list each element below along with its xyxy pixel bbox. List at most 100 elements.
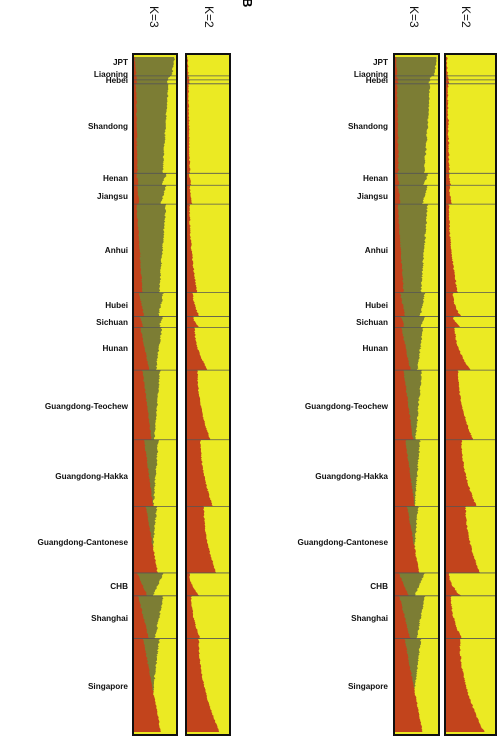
red-component-area xyxy=(134,595,150,639)
red-component-area xyxy=(134,327,150,371)
red-component-area xyxy=(134,185,140,205)
population-label: Jiangsu xyxy=(357,192,388,201)
population-label: Henan xyxy=(102,174,128,183)
red-component-area xyxy=(395,595,411,639)
red-component-area xyxy=(134,83,138,174)
red-component-area xyxy=(446,83,451,174)
red-component-area xyxy=(395,292,406,317)
olive-component-area xyxy=(395,204,429,293)
olive-component-area xyxy=(134,204,167,293)
red-component-area xyxy=(134,292,145,317)
red-component-area xyxy=(395,439,416,507)
population-label: Shanghai xyxy=(91,614,128,623)
red-component-area xyxy=(395,185,401,205)
red-component-area xyxy=(134,56,137,76)
red-component-area xyxy=(395,204,405,293)
red-component-area xyxy=(395,316,405,328)
red-component-area xyxy=(395,572,409,596)
k2-structure-column xyxy=(185,53,231,736)
population-label: Guangdong-Cantonese xyxy=(297,538,388,547)
olive-component-area xyxy=(395,75,432,80)
red-component-area xyxy=(187,506,217,573)
population-label: Anhui xyxy=(364,246,388,255)
panel-letter: B xyxy=(240,0,255,8)
red-component-area xyxy=(187,83,191,174)
red-component-area xyxy=(187,316,199,328)
red-component-area xyxy=(187,173,192,186)
red-component-area xyxy=(187,595,201,639)
red-component-area xyxy=(446,638,485,733)
panel-b: K=3 K=2 JPT Liaoning Hebei Shandong Henan Jia… xyxy=(256,0,500,742)
k3-bars xyxy=(395,56,438,733)
population-label: Shanghai xyxy=(351,614,388,623)
population-label: Hunan xyxy=(102,344,128,353)
population-label: Singapore xyxy=(347,682,388,691)
k3-label: K=3 xyxy=(147,6,161,28)
population-label: Liaoning xyxy=(93,70,128,79)
red-component-area xyxy=(187,439,214,507)
red-component-area xyxy=(395,173,400,186)
population-label: Anhui xyxy=(104,246,128,255)
red-component-area xyxy=(134,204,143,293)
olive-component-area xyxy=(134,56,176,76)
population-label: Liaoning xyxy=(353,70,388,79)
red-component-area xyxy=(134,316,144,328)
olive-component-area xyxy=(134,79,169,84)
population-label: Jiangsu xyxy=(97,192,128,201)
k3-label: K=3 xyxy=(407,6,421,28)
population-label: CHB xyxy=(370,582,388,591)
red-component-area xyxy=(134,506,158,573)
population-label: Sichuan xyxy=(356,318,388,327)
red-component-area xyxy=(446,506,481,573)
red-component-area xyxy=(446,173,452,186)
red-component-area xyxy=(187,204,198,293)
red-component-area xyxy=(187,638,220,733)
red-component-area xyxy=(446,292,462,317)
red-component-area xyxy=(187,327,208,371)
panel-a: K=3 K=2 JPT Liaoning Hebei Shandong Henan Jia… xyxy=(37,6,231,736)
red-component-area xyxy=(446,572,462,596)
red-component-area xyxy=(134,638,161,733)
olive-component-area xyxy=(395,79,431,84)
population-label: Sichuan xyxy=(96,318,128,327)
population-label: Henan xyxy=(362,174,388,183)
red-component-area xyxy=(187,185,193,205)
red-component-area xyxy=(395,327,411,371)
population-label: JPT xyxy=(112,58,128,67)
red-component-area xyxy=(134,79,138,84)
red-component-area xyxy=(187,75,190,80)
population-label: Shandong xyxy=(87,122,128,131)
red-component-area xyxy=(134,173,139,186)
population-label: Hebei xyxy=(105,76,128,85)
red-component-area xyxy=(395,56,398,76)
red-component-area xyxy=(395,83,400,174)
k3-structure-column xyxy=(393,53,440,736)
red-component-area xyxy=(395,506,420,573)
population-label: Guangdong-Cantonese xyxy=(37,538,128,547)
red-component-area xyxy=(134,439,154,507)
olive-component-area xyxy=(395,56,437,76)
population-label: Hunan xyxy=(362,344,388,353)
population-label: Singapore xyxy=(87,682,128,691)
red-component-area xyxy=(446,439,477,507)
olive-component-area xyxy=(134,185,167,205)
olive-component-area xyxy=(134,173,168,186)
red-component-area xyxy=(395,370,414,440)
k3-structure-column xyxy=(132,53,178,736)
k2-label: K=2 xyxy=(202,6,216,28)
population-label: Shandong xyxy=(347,122,388,131)
population-label: Hubei xyxy=(105,301,128,310)
red-component-area xyxy=(134,75,138,80)
red-component-area xyxy=(187,56,189,76)
olive-component-area xyxy=(134,83,170,174)
olive-component-area xyxy=(395,185,429,205)
red-component-area xyxy=(395,79,399,84)
red-component-area xyxy=(446,75,450,80)
red-component-area xyxy=(395,75,399,80)
red-component-area xyxy=(187,572,200,596)
k2-bars xyxy=(446,56,495,733)
population-label: Guangdong-Teochew xyxy=(44,402,128,411)
k2-bars xyxy=(187,56,229,733)
k3-bars xyxy=(134,56,176,733)
red-component-area xyxy=(446,595,463,639)
